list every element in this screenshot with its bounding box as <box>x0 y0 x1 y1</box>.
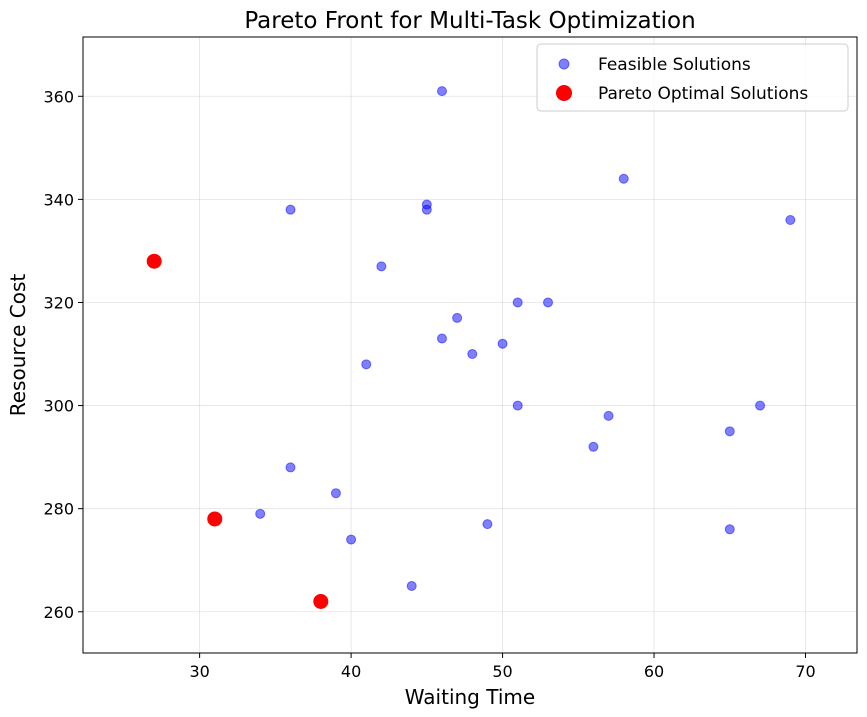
plot-points <box>146 86 796 609</box>
feasible-solution-point <box>285 462 296 473</box>
feasible-solution-point <box>421 204 432 215</box>
x-tick-label: 30 <box>189 662 209 681</box>
legend: Feasible Solutions Pareto Optimal Soluti… <box>536 43 849 112</box>
x-tick-label: 70 <box>795 662 815 681</box>
feasible-solution-point <box>482 519 493 530</box>
x-axis-ticks: 30 40 50 60 70 <box>189 653 816 681</box>
pareto-optimal-point <box>207 511 223 527</box>
feasible-solution-point <box>406 580 417 591</box>
feasible-solution-point <box>346 534 357 545</box>
feasible-solution-point <box>543 297 554 308</box>
plot-frame <box>82 36 858 654</box>
x-axis-label: Waiting Time <box>405 685 535 709</box>
x-tick-label: 40 <box>341 662 361 681</box>
feasible-solution-point <box>452 312 463 323</box>
feasible-solution-point <box>285 204 296 215</box>
feasible-solution-point <box>497 338 508 349</box>
feasible-solution-point <box>436 333 447 344</box>
feasible-solution-point <box>376 261 387 272</box>
feasible-solution-point <box>755 400 766 411</box>
legend-label-feasible: Feasible Solutions <box>598 55 751 75</box>
y-tick-label: 300 <box>43 397 74 416</box>
feasible-solution-point <box>361 359 372 370</box>
x-tick-label: 60 <box>644 662 664 681</box>
x-tick-label: 50 <box>492 662 512 681</box>
grid <box>83 37 857 653</box>
y-axis-ticks: 260 280 300 320 340 360 <box>43 87 83 622</box>
feasible-solution-point <box>436 86 447 97</box>
pareto-optimal-point <box>313 593 329 609</box>
legend-box <box>536 43 849 112</box>
legend-label-pareto: Pareto Optimal Solutions <box>598 84 808 104</box>
feasible-solution-point <box>467 349 478 360</box>
y-tick-label: 280 <box>43 500 74 519</box>
y-tick-label: 340 <box>43 190 74 209</box>
feasible-solution-point <box>724 524 735 535</box>
feasible-solution-point <box>603 410 614 421</box>
feasible-solution-point <box>512 297 523 308</box>
y-axis-label: Resource Cost <box>6 274 30 417</box>
feasible-solution-point <box>618 173 629 184</box>
legend-marker-feasible <box>558 58 570 70</box>
feasible-solution-point <box>724 426 735 437</box>
pareto-optimal-point <box>146 253 162 269</box>
feasible-solution-point <box>255 508 266 519</box>
chart-title: Pareto Front for Multi-Task Optimization <box>244 8 695 34</box>
legend-marker-pareto <box>556 85 572 101</box>
feasible-solution-point <box>588 441 599 452</box>
y-tick-label: 360 <box>43 87 74 106</box>
y-tick-label: 320 <box>43 293 74 312</box>
feasible-solution-point <box>785 214 796 225</box>
feasible-solution-point <box>330 488 341 499</box>
y-tick-label: 260 <box>43 603 74 622</box>
feasible-solution-point <box>512 400 523 411</box>
